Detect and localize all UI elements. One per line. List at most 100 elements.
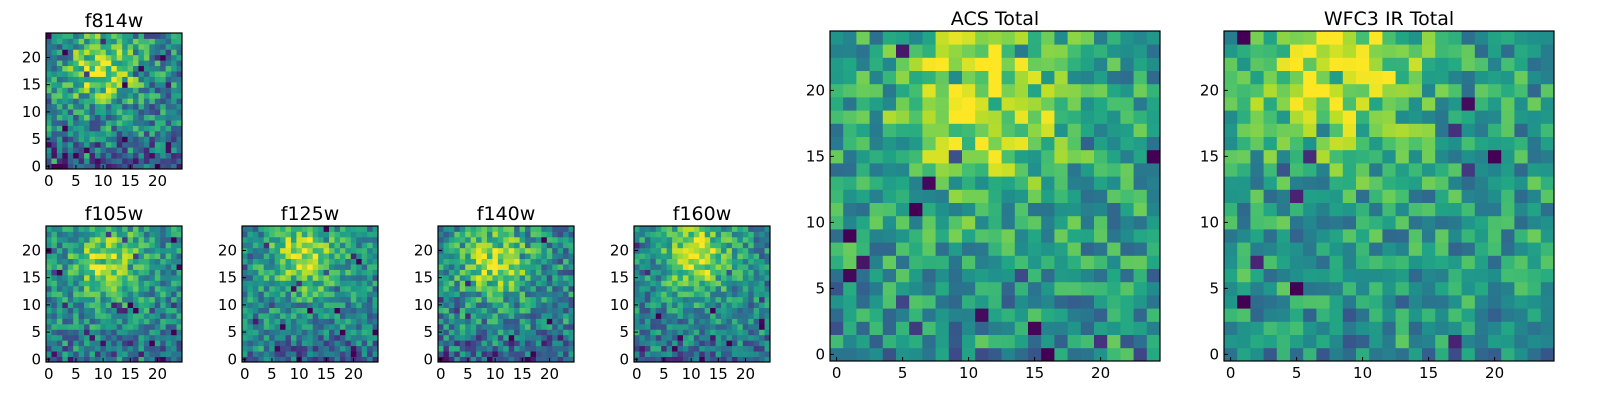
heatmap-cell bbox=[699, 291, 706, 298]
heatmap-cell bbox=[1461, 347, 1476, 362]
heatmap-cell bbox=[1014, 149, 1029, 164]
heatmap-cell bbox=[1146, 215, 1161, 230]
heatmap-cell bbox=[470, 247, 477, 254]
heatmap-cell bbox=[1448, 83, 1462, 98]
heatmap-cell bbox=[1435, 308, 1449, 322]
heatmap-cell bbox=[62, 302, 69, 308]
heatmap-cell bbox=[1540, 110, 1555, 124]
heatmap-cell bbox=[704, 334, 711, 341]
heatmap-cell bbox=[655, 242, 662, 249]
heatmap-cell bbox=[639, 242, 646, 249]
heatmap-cell bbox=[56, 356, 63, 363]
heatmap-cell bbox=[171, 81, 177, 88]
heatmap-cell bbox=[737, 264, 744, 270]
heatmap-cell bbox=[51, 247, 58, 254]
heatmap-cell bbox=[269, 285, 276, 292]
heatmap-cell bbox=[639, 231, 646, 238]
heatmap-cell bbox=[127, 329, 134, 336]
heatmap-cell bbox=[1028, 308, 1042, 322]
heatmap-cell bbox=[361, 280, 368, 287]
heatmap-cell bbox=[655, 264, 662, 270]
heatmap-cell bbox=[503, 280, 510, 287]
heatmap-cell bbox=[149, 247, 156, 254]
heatmap-cell bbox=[100, 81, 107, 88]
heatmap-cell bbox=[116, 114, 123, 121]
heatmap-cell bbox=[1316, 202, 1330, 217]
heatmap-cell bbox=[1001, 149, 1016, 164]
heatmap-cell bbox=[111, 302, 118, 308]
heatmap-cell bbox=[307, 258, 314, 265]
heatmap-cell bbox=[56, 296, 63, 303]
heatmap-cell bbox=[721, 345, 727, 352]
heatmap-cell bbox=[1527, 308, 1542, 322]
heatmap-cell bbox=[1290, 149, 1304, 164]
heatmap-cell bbox=[361, 296, 368, 303]
heatmap-cell bbox=[481, 226, 488, 232]
heatmap-cell bbox=[111, 226, 118, 232]
heatmap-cell bbox=[116, 81, 123, 88]
heatmap-cell bbox=[677, 351, 684, 357]
heatmap-cell bbox=[1329, 347, 1344, 362]
heatmap-cell bbox=[242, 253, 248, 260]
heatmap-cell bbox=[962, 334, 976, 349]
heatmap-cell bbox=[138, 340, 145, 347]
heatmap-cell bbox=[67, 242, 74, 249]
heatmap-cell bbox=[1054, 123, 1068, 137]
heatmap-cell bbox=[116, 280, 123, 287]
heatmap-cell bbox=[492, 231, 499, 238]
heatmap-cell bbox=[46, 236, 52, 243]
heatmap-cell bbox=[481, 253, 488, 260]
heatmap-cell bbox=[1527, 70, 1542, 85]
heatmap-cell bbox=[56, 71, 63, 77]
heatmap-cell bbox=[269, 264, 276, 270]
heatmap-cell bbox=[454, 253, 461, 260]
heatmap-cell bbox=[1435, 202, 1449, 217]
heatmap-cell bbox=[1094, 97, 1108, 111]
heatmap-cell bbox=[514, 274, 520, 281]
heatmap-cell bbox=[247, 323, 254, 330]
heatmap-cell bbox=[748, 307, 755, 314]
heatmap-cell bbox=[89, 33, 96, 39]
heatmap-cell bbox=[1094, 176, 1108, 190]
heatmap-cell bbox=[149, 296, 156, 303]
heatmap-cell bbox=[1303, 31, 1317, 45]
heatmap-cell bbox=[721, 280, 727, 287]
y-tick-label: 10 bbox=[414, 296, 433, 314]
heatmap-cell bbox=[634, 351, 640, 357]
heatmap-cell bbox=[143, 92, 150, 99]
heatmap-cell bbox=[1514, 321, 1528, 335]
heatmap-cell bbox=[975, 110, 989, 124]
heatmap-cell bbox=[1408, 149, 1423, 164]
heatmap-cell bbox=[715, 334, 722, 341]
heatmap-cell bbox=[133, 136, 139, 143]
heatmap-cell bbox=[133, 81, 139, 88]
heatmap-cell bbox=[699, 264, 706, 270]
heatmap-cell bbox=[290, 253, 297, 260]
heatmap-cell bbox=[1303, 215, 1317, 230]
heatmap-cell bbox=[100, 49, 107, 56]
heatmap-cell bbox=[935, 70, 950, 85]
heatmap-cell bbox=[323, 264, 330, 270]
heatmap-cell bbox=[438, 323, 444, 330]
heatmap-cell bbox=[1303, 44, 1317, 58]
heatmap-cell bbox=[285, 323, 292, 330]
heatmap-cell bbox=[111, 340, 118, 347]
heatmap-cell bbox=[1133, 57, 1148, 71]
heatmap-cell bbox=[307, 291, 314, 298]
heatmap-cell bbox=[644, 334, 651, 341]
heatmap-cell bbox=[1422, 347, 1436, 362]
heatmap-cell bbox=[869, 268, 884, 283]
heatmap-cell bbox=[869, 255, 884, 269]
heatmap-cell bbox=[568, 226, 575, 232]
heatmap-cell bbox=[176, 253, 183, 260]
heatmap-cell bbox=[759, 351, 765, 357]
heatmap-cell bbox=[459, 302, 466, 308]
heatmap-cell bbox=[84, 81, 90, 88]
heatmap-cell bbox=[318, 351, 324, 357]
heatmap-cell bbox=[1408, 97, 1423, 111]
heatmap-cell bbox=[296, 274, 303, 281]
heatmap-cell bbox=[100, 141, 107, 148]
heatmap-cell bbox=[1290, 202, 1304, 217]
heatmap-cell bbox=[160, 242, 167, 249]
heatmap-cell bbox=[46, 120, 52, 126]
